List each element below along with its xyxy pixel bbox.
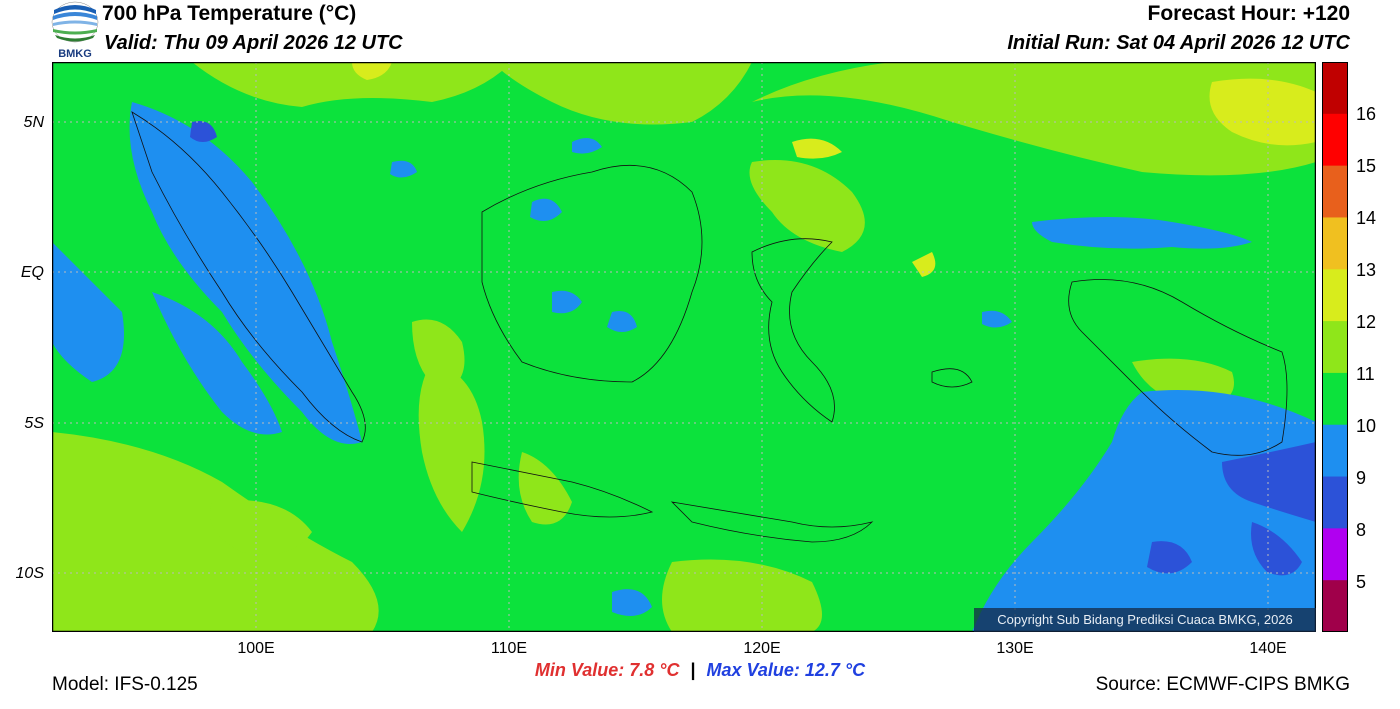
colorbar-swatch [1322,528,1348,581]
model-label: Model: IFS-0.125 [52,674,198,695]
colorbar-swatch [1322,165,1348,218]
max-value: Max Value: 12.7 °C [706,660,866,680]
colorbar-label-12: 12 [1356,312,1377,332]
field-12-13 [352,62,1316,277]
min-value: Min Value: 7.8 °C [534,660,680,680]
chart-title: 700 hPa Temperature (°C) [102,2,357,25]
lat-label-5n: 5N [23,114,44,131]
colorbar-label-16: 16 [1356,104,1377,124]
logo-text: BMKG [58,48,92,60]
colorbar-swatch [1322,580,1348,632]
lat-label-eq: EQ [20,264,44,281]
colorbar [1322,62,1348,632]
colorbar-swatch [1322,62,1348,115]
lon-label-110e: 110E [490,640,528,657]
colorbar-swatch [1322,113,1348,167]
lon-label-130e: 130E [996,640,1034,657]
coastlines [131,111,1288,543]
colorbar-label-13: 13 [1356,260,1377,280]
lon-label-120e: 120E [743,640,781,657]
field-9-10 [52,102,1316,632]
colorbar-swatch [1322,269,1348,322]
colorbar-label-9: 9 [1356,468,1367,488]
initial-run: Initial Run: Sat 04 April 2026 12 UTC [1007,32,1350,54]
lon-label-100e: 100E [237,640,275,657]
copyright-notice: Copyright Sub Bidang Prediksi Cuaca BMKG… [974,608,1316,632]
colorbar-swatch [1322,476,1348,529]
forecast-hour: Forecast Hour: +120 [1147,2,1351,25]
gridlines [52,62,1316,632]
colorbar-label-5: 5 [1356,572,1367,592]
field-8-9 [190,121,1316,576]
valid-time: Valid: Thu 09 April 2026 12 UTC [104,32,403,54]
colorbar-label-8: 8 [1356,520,1367,540]
map-frame [52,62,1316,632]
colorbar-label-10: 10 [1356,416,1377,436]
temperature-map [52,62,1316,632]
field-11-12 [52,62,1316,632]
colorbar-swatch [1322,217,1348,270]
min-max-separator: | [690,660,696,680]
min-max-values: Min Value: 7.8 °C | Max Value: 12.7 °C [0,660,1400,681]
colorbar-swatch [1322,424,1348,478]
lat-label-10s: 10S [15,565,44,582]
lat-label-5s: 5S [24,415,44,432]
bmkg-logo: BMKG [51,1,99,60]
lon-label-140e: 140E [1249,640,1287,657]
colorbar-swatch [1322,372,1348,426]
colorbar-label-14: 14 [1356,208,1377,228]
colorbar-label-11: 11 [1356,364,1375,384]
colorbar-swatch [1322,321,1348,374]
colorbar-label-15: 15 [1356,156,1377,176]
source-label: Source: ECMWF-CIPS BMKG [1095,674,1350,695]
